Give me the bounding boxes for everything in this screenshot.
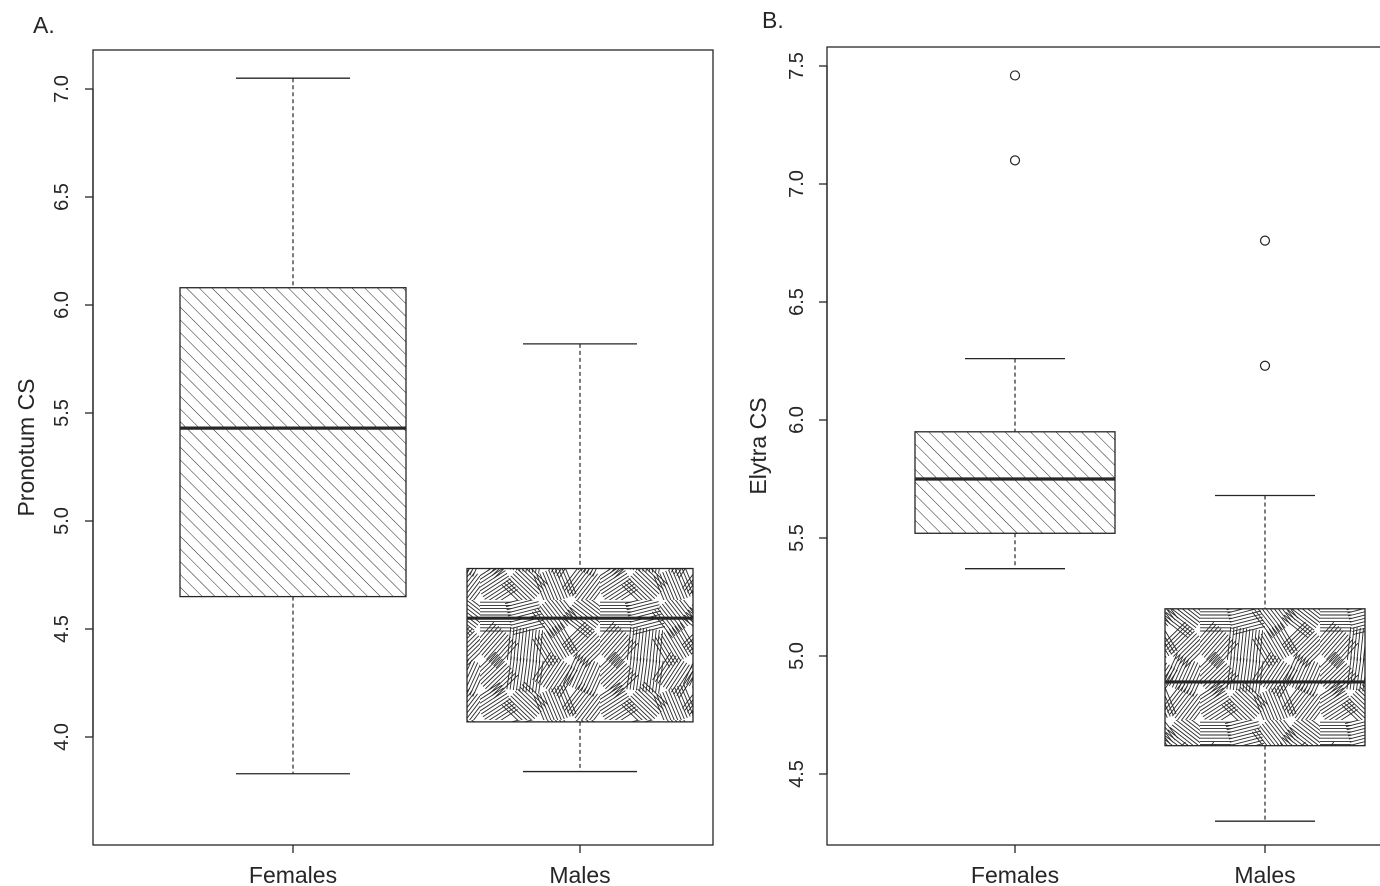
panel-a-y-tick-label: 4.0: [51, 723, 73, 751]
panel-b-males-category-label: Males: [1234, 862, 1295, 886]
panel-b-y-axis-title: Elytra CS: [745, 397, 771, 494]
panel-a-y-tick-label: 5.0: [51, 507, 73, 535]
panel-b-y-tick-label: 6.0: [786, 406, 808, 434]
panel-a-males-box: [466, 567, 694, 723]
panel-b-y-tick-label: 7.5: [786, 52, 808, 80]
panel-a-females-category-label: Females: [249, 862, 337, 886]
panel-a-females-box: [179, 287, 407, 598]
panel-a-males-box-group: Males: [466, 343, 694, 886]
panel-a-y-tick-label: 5.5: [51, 399, 73, 427]
panel-b-males-outlier-point: [1259, 360, 1271, 371]
panel-b-males-box: [1164, 608, 1366, 747]
panel-b-y-tick-label: 5.5: [786, 524, 808, 552]
panel-b-y-tick-label: 7.0: [786, 170, 808, 198]
panel-b-males-outlier-point: [1259, 235, 1271, 246]
panel-b-females-box-group: Females: [914, 70, 1116, 886]
panel-a-y-tick-label: 6.5: [51, 183, 73, 211]
panel-a-y-tick-label: 4.5: [51, 615, 73, 643]
panel-a-y-axis-title: Pronotum CS: [13, 378, 39, 516]
panel-b-females-outlier-point: [1009, 155, 1021, 166]
panel-b-y-tick-label: 6.5: [786, 288, 808, 316]
panel-b-females-box: [914, 431, 1116, 534]
panel-b-y-tick-label: 4.5: [786, 760, 808, 788]
panel-a-y-tick-label: 7.0: [51, 75, 73, 103]
panel-a-females-box-group: Females: [179, 77, 407, 886]
panel-b-males-box-group: Males: [1164, 235, 1366, 886]
panel-b-females-outlier-point: [1009, 70, 1021, 81]
panel-a-label: A.: [33, 12, 55, 38]
panel-a-males-category-label: Males: [549, 862, 610, 886]
panel-a-y-tick-label: 6.0: [51, 291, 73, 319]
panel-b-females-category-label: Females: [971, 862, 1059, 886]
panel-b-label: B.: [762, 7, 784, 33]
panel-b-y-tick-label: 5.0: [786, 642, 808, 670]
panel-b-chart: B. Elytra CS 4.5 5.0 5.5 6.0 6.5 7.0 7.5 Females M…: [745, 7, 1380, 886]
panel-a-chart: A. Pronotum CS 4.0 4.5 5.0 5.5 6.0 6.5 7.0 Female…: [13, 12, 714, 886]
